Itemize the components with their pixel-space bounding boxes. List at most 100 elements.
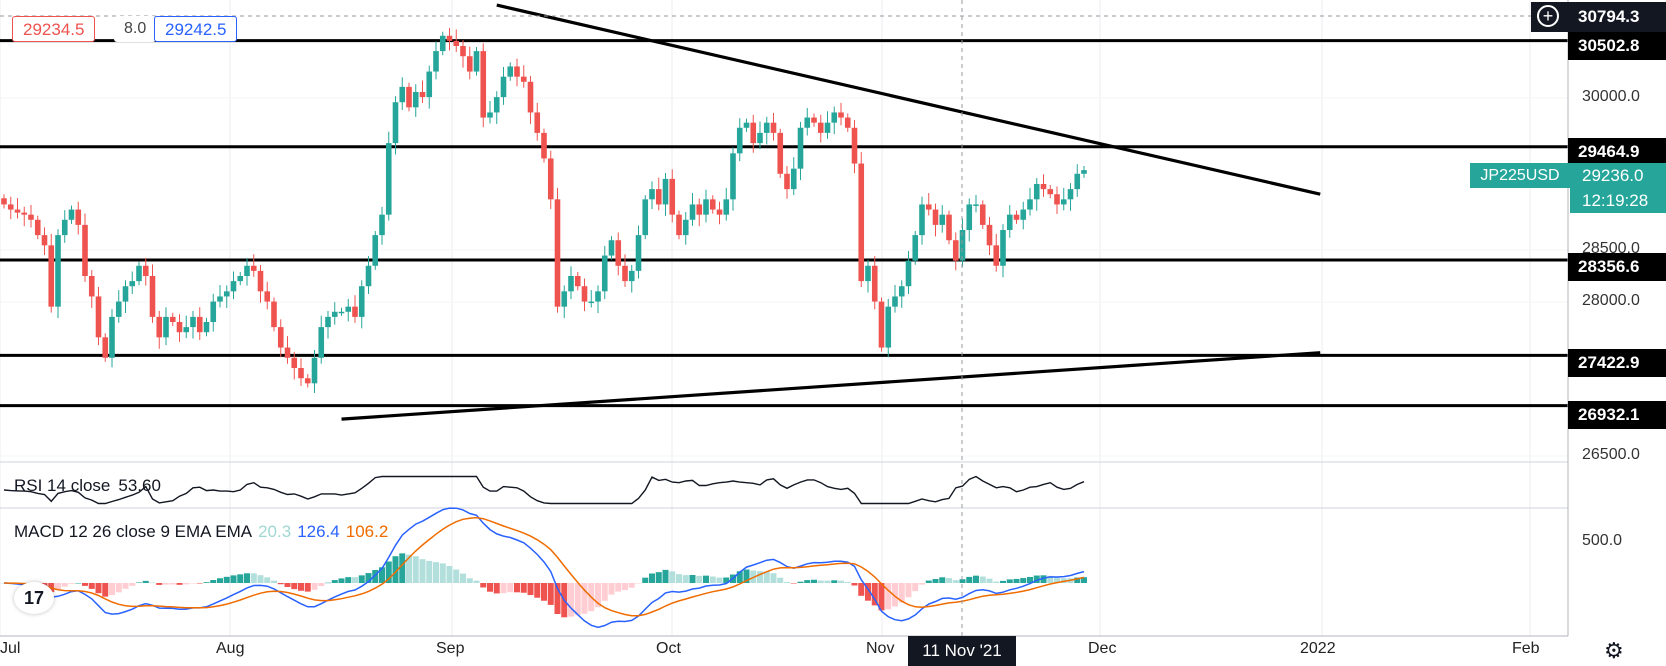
candle-body (203, 322, 210, 333)
candle-body (871, 265, 878, 302)
time-tick-feb: Feb (1512, 640, 1540, 657)
candle-body (250, 265, 257, 271)
macd-hist-bar (709, 576, 716, 583)
macd-hist-bar (574, 583, 581, 616)
bid-price-box[interactable]: 29234.5 (12, 16, 96, 42)
macd-hist-bar (1074, 577, 1081, 583)
level-label-26932[interactable]: 26932.1 (1568, 401, 1666, 429)
candle-body (95, 296, 102, 338)
macd-hist-bar (102, 583, 109, 597)
rsi-label: RSI 14 close (14, 476, 111, 495)
candle-body (493, 97, 500, 113)
level-label-27422[interactable]: 27422.9 (1568, 349, 1666, 377)
macd-hist-bar (925, 580, 932, 583)
macd-hist-bar (115, 583, 122, 593)
macd-hist-bar (615, 583, 622, 592)
candle-body (622, 265, 628, 282)
macd-hist-bar (966, 576, 973, 583)
candle-body (811, 117, 817, 123)
level-label-29464[interactable]: 29464.9 (1568, 138, 1666, 166)
candle-body (298, 368, 304, 379)
settings-gear-icon[interactable]: ⚙ (1604, 638, 1624, 663)
candle-body (136, 265, 142, 282)
macd-hist-bar (433, 562, 439, 583)
candle-body (338, 311, 345, 314)
macd-hist-bar (277, 583, 284, 585)
macd-hist-bar (844, 582, 851, 583)
candle-body (790, 168, 797, 190)
candle-body (75, 209, 82, 225)
time-tick-sep: Sep (436, 640, 465, 657)
macd-hist-bar (55, 583, 61, 590)
macd-hist-bar (264, 577, 271, 583)
macd-hist-bar (358, 575, 365, 583)
macd-hist-bar (662, 569, 669, 583)
candle-body (439, 35, 446, 52)
macd-hist-bar (352, 577, 358, 583)
macd-hist-bar (736, 571, 743, 583)
macd-hist-bar (460, 573, 466, 583)
macd-hist-value: 20.3 (258, 522, 292, 541)
candle-body (885, 306, 892, 348)
candle-body (41, 235, 48, 246)
ask-price-box[interactable]: 29242.5 (154, 16, 238, 42)
candle-body (925, 204, 932, 210)
macd-hist-bar (298, 583, 304, 591)
macd-hist-bar (946, 578, 952, 583)
last-price-label: 29236.0 12:19:28 (1570, 163, 1666, 213)
candle-body (959, 230, 966, 261)
candle-body (817, 122, 824, 133)
macd-hist-bar (777, 577, 784, 583)
tradingview-logo-icon[interactable]: 17 (14, 582, 54, 614)
candle-body (318, 327, 325, 358)
macd-hist-bar (851, 583, 858, 586)
macd-hist-bar (973, 575, 979, 583)
candle-body (48, 245, 55, 307)
candle-body (1033, 184, 1040, 200)
macd-hist-bar (655, 572, 662, 583)
candle-body (1047, 189, 1054, 195)
candle-body (325, 316, 331, 328)
macd-hist-bar (628, 583, 635, 588)
candle-body (595, 291, 601, 302)
candle-body (129, 281, 136, 287)
candle-body (655, 189, 662, 205)
level-label-30502[interactable]: 30502.8 (1568, 32, 1666, 60)
macd-legend[interactable]: MACD 12 26 close 9 EMA EMA 20.3 126.4 106.2 (14, 522, 388, 542)
macd-hist-bar (406, 554, 412, 583)
macd-hist-bar (446, 566, 453, 583)
macd-hist-bar (149, 582, 156, 584)
candle-body (932, 209, 939, 225)
candle-body (635, 235, 642, 271)
candle-body (696, 204, 703, 215)
macd-hist-bar (932, 578, 939, 583)
macd-hist-bar (595, 583, 601, 608)
crosshair-price-label: 30794.3 (1578, 7, 1640, 26)
candle-body (919, 204, 925, 236)
macd-hist-bar (635, 583, 642, 584)
candle-body (797, 127, 804, 169)
level-label-28356[interactable]: 28356.6 (1568, 253, 1666, 281)
time-tick-aug: Aug (216, 640, 245, 657)
candle-body (993, 245, 1000, 266)
macd-hist-bar (345, 577, 352, 583)
macd-hist-bar (817, 580, 824, 583)
candle-body (1020, 209, 1027, 220)
macd-hist-bar (122, 583, 129, 589)
candle-body (838, 112, 844, 118)
macd-hist-bar (1047, 575, 1054, 583)
candle-body (163, 316, 169, 338)
candle-body (851, 127, 858, 164)
plus-icon[interactable]: + (1537, 5, 1559, 27)
candle-body (453, 40, 460, 46)
macd-hist-bar (183, 583, 190, 585)
macd-hist-bar (480, 583, 487, 588)
macd-hist-bar (1060, 578, 1067, 583)
candle-body (986, 224, 993, 246)
candle-body (568, 276, 574, 292)
candle-body (703, 199, 709, 215)
rsi-legend[interactable]: RSI 14 close 53.60 (14, 476, 161, 496)
macd-hist-bar (601, 583, 608, 601)
candle-body (898, 286, 905, 297)
